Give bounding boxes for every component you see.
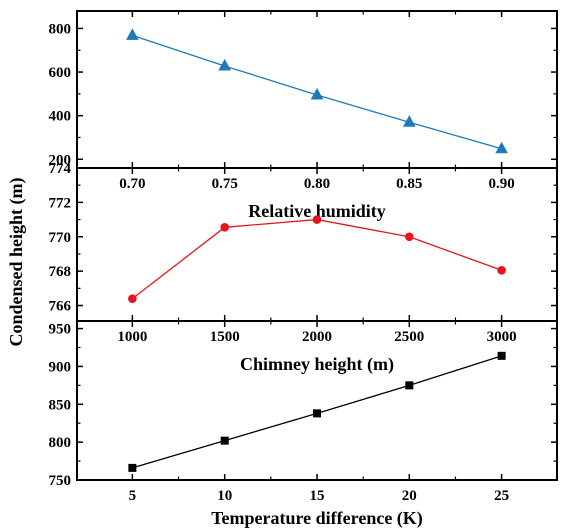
chimney-y-tick-label: 768 xyxy=(49,264,72,280)
temperature-data-point xyxy=(128,463,137,472)
humidity-x-tick-label: 0.70 xyxy=(119,176,145,192)
chimney-x-axis-title: Chimney height (m) xyxy=(240,354,394,375)
temperature-y-tick-label: 800 xyxy=(49,435,72,451)
humidity-y-tick-label: 600 xyxy=(49,65,72,81)
chimney-data-point xyxy=(220,223,229,232)
chimney-x-tick-label: 3000 xyxy=(487,329,517,345)
temperature-y-tick-label: 950 xyxy=(49,322,72,338)
humidity-y-tick-label: 200 xyxy=(49,152,72,168)
temperature-y-tick-label: 900 xyxy=(49,359,72,375)
temperature-x-tick-label: 25 xyxy=(494,488,509,504)
temperature-y-tick-label: 850 xyxy=(49,397,72,413)
temperature-x-tick-label: 20 xyxy=(402,488,417,504)
humidity-data-point xyxy=(310,87,324,100)
chimney-data-point xyxy=(312,215,322,224)
humidity-x-tick-label: 0.80 xyxy=(304,176,330,192)
temperature-data-point xyxy=(313,409,321,418)
temperature-x-axis-title: Temperature difference (K) xyxy=(211,508,423,529)
temperature-data-point xyxy=(405,381,414,390)
chimney-data-point xyxy=(128,294,137,303)
humidity-data-point xyxy=(402,115,416,127)
temperature-x-tick-label: 5 xyxy=(129,488,137,504)
chimney-data-point xyxy=(405,232,414,242)
humidity-x-tick-label: 0.85 xyxy=(396,176,422,192)
chimney-x-tick-label: 1000 xyxy=(117,329,147,345)
chimney-y-tick-label: 772 xyxy=(49,195,72,211)
chimney-x-tick-label: 2000 xyxy=(302,329,332,345)
chimney-y-tick-label: 770 xyxy=(49,230,72,246)
humidity-data-point xyxy=(495,141,508,154)
chimney-x-tick-label: 2500 xyxy=(394,329,424,345)
humidity-x-axis-title: Relative humidity xyxy=(248,201,386,221)
temperature-y-tick-label: 750 xyxy=(49,473,72,489)
temperature-x-tick-label: 10 xyxy=(217,488,232,504)
humidity-x-tick-label: 0.75 xyxy=(212,176,238,192)
humidity-x-tick-label: 0.90 xyxy=(488,176,514,192)
humidity-data-point xyxy=(126,28,139,40)
humidity-y-tick-label: 800 xyxy=(49,21,72,37)
temperature-data-point xyxy=(497,351,506,360)
temperature-x-tick-label: 15 xyxy=(310,488,325,504)
chimney-data-point xyxy=(497,265,506,275)
y-axis-title: Condensed height (m) xyxy=(6,177,27,346)
chimney-x-tick-label: 1500 xyxy=(210,329,240,345)
humidity-data-point xyxy=(218,58,232,71)
chimney-y-tick-label: 774 xyxy=(49,161,72,177)
humidity-y-tick-label: 400 xyxy=(49,109,72,125)
temperature-data-point xyxy=(220,436,229,445)
chimney-series-line xyxy=(131,218,502,300)
chimney-y-tick-label: 766 xyxy=(49,299,72,315)
